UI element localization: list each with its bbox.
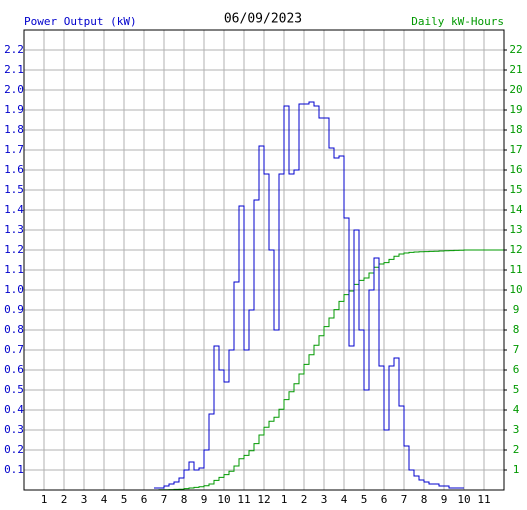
- y-tick-label: 1.6: [4, 163, 24, 176]
- y-tick-label: 0.9: [4, 303, 24, 316]
- y2-tick-label: 19: [509, 103, 522, 116]
- x-tick-label: 8: [421, 493, 428, 506]
- x-tick-label: 1: [281, 493, 288, 506]
- y-tick-label: 0.2: [4, 443, 24, 456]
- y2-tick-label: 11: [509, 263, 522, 276]
- y2-tick-label: 14: [509, 203, 523, 216]
- grid: [24, 30, 504, 490]
- x-tick-label: 10: [457, 493, 470, 506]
- plot-frame: [23, 29, 505, 491]
- y-axis-label: Power Output (kW): [24, 15, 137, 28]
- y-tick-label: 1.2: [4, 243, 24, 256]
- y2-tick-label: 9: [513, 303, 520, 316]
- y-tick-label: 2.1: [4, 63, 24, 76]
- chart-title: 06/09/2023: [224, 12, 302, 27]
- y2-tick-label: 2: [513, 443, 520, 456]
- y2-tick-label: 17: [509, 143, 522, 156]
- x-tick-label: 6: [141, 493, 148, 506]
- y2-axis-label: Daily kW-Hours: [411, 15, 504, 28]
- y2-tick-label: 8: [513, 323, 520, 336]
- x-tick-label: 3: [321, 493, 328, 506]
- y2-tick-label: 10: [509, 283, 522, 296]
- y-tick-label: 1.0: [4, 283, 24, 296]
- x-tick-label: 11: [477, 493, 490, 506]
- y2-tick-label: 22: [509, 43, 522, 56]
- y-tick-label: 0.5: [4, 383, 24, 396]
- x-tick-label: 9: [201, 493, 208, 506]
- x-tick-label: 5: [121, 493, 128, 506]
- x-tick-label: 7: [161, 493, 168, 506]
- y-tick-label: 0.6: [4, 363, 24, 376]
- x-tick-label: 1: [41, 493, 48, 506]
- x-tick-label: 3: [81, 493, 88, 506]
- x-tick-label: 4: [101, 493, 108, 506]
- y2-tick-label: 5: [513, 383, 520, 396]
- y-tick-label: 2.2: [4, 43, 24, 56]
- y2-tick-label: 18: [509, 123, 522, 136]
- x-tick-label: 8: [181, 493, 188, 506]
- y2-tick-label: 3: [513, 423, 520, 436]
- y-tick-label: 0.1: [4, 463, 24, 476]
- x-tick-label: 7: [401, 493, 408, 506]
- y2-tick-label: 20: [509, 83, 522, 96]
- x-tick-label: 9: [441, 493, 448, 506]
- y2-tick-label: 16: [509, 163, 522, 176]
- y2-tick-label: 7: [513, 343, 520, 356]
- y2-tick-label: 4: [513, 403, 520, 416]
- y-tick-label: 0.7: [4, 343, 24, 356]
- x-tick-label: 12: [257, 493, 270, 506]
- x-tick-label: 5: [361, 493, 368, 506]
- x-tick-label: 6: [381, 493, 388, 506]
- y-tick-label: 1.9: [4, 103, 24, 116]
- data-line: [154, 101, 464, 489]
- data-line: [154, 249, 504, 491]
- y2-tick-label: 15: [509, 183, 522, 196]
- series: [154, 101, 504, 491]
- y-tick-label: 1.4: [4, 203, 24, 216]
- y2-tick-label: 13: [509, 223, 522, 236]
- y-tick-label: 0.3: [4, 423, 24, 436]
- y-tick-label: 1.3: [4, 223, 24, 236]
- y2-tick-label: 12: [509, 243, 522, 256]
- y-tick-label: 0.8: [4, 323, 24, 336]
- x-tick-label: 10: [217, 493, 230, 506]
- y-tick-label: 1.7: [4, 143, 24, 156]
- x-tick-label: 11: [237, 493, 250, 506]
- x-tick-label: 4: [341, 493, 348, 506]
- x-tick-label: 2: [301, 493, 308, 506]
- x-tick-label: 2: [61, 493, 68, 506]
- y-tick-label: 1.5: [4, 183, 24, 196]
- y-tick-label: 1.1: [4, 263, 24, 276]
- y2-tick-label: 21: [509, 63, 522, 76]
- y-tick-label: 1.8: [4, 123, 24, 136]
- y-tick-label: 2.0: [4, 83, 24, 96]
- y2-tick-label: 6: [513, 363, 520, 376]
- y-tick-label: 0.4: [4, 403, 24, 416]
- y2-tick-label: 1: [513, 463, 520, 476]
